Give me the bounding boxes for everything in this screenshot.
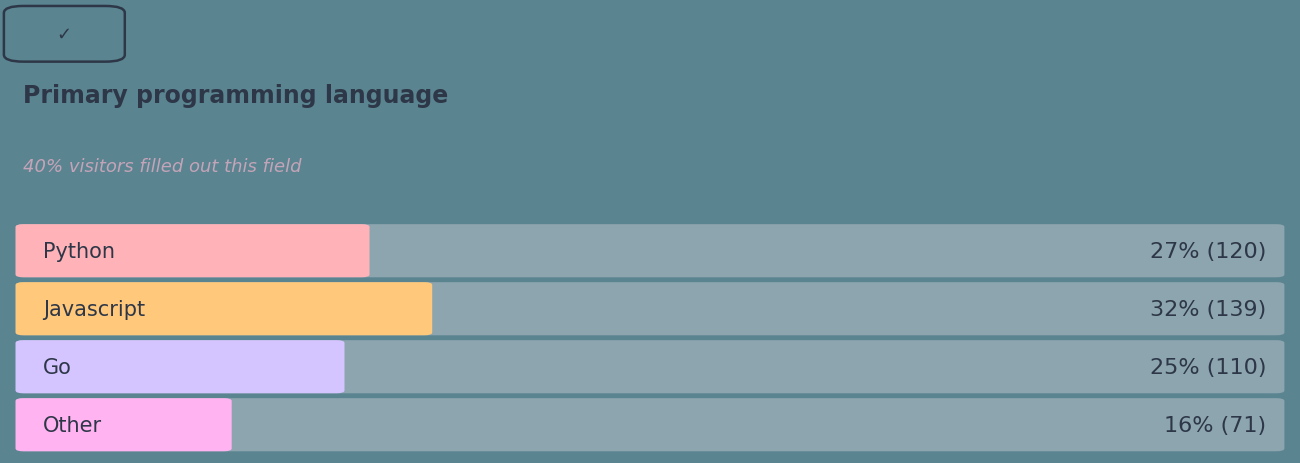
FancyBboxPatch shape: [16, 398, 231, 451]
FancyBboxPatch shape: [16, 225, 1284, 278]
Text: Other: Other: [43, 415, 101, 435]
FancyBboxPatch shape: [16, 340, 1284, 394]
Text: Primary programming language: Primary programming language: [23, 83, 448, 107]
Text: Python: Python: [43, 241, 114, 261]
Text: Go: Go: [43, 357, 72, 377]
Text: Javascript: Javascript: [43, 299, 146, 319]
Text: ✓: ✓: [57, 26, 72, 44]
FancyBboxPatch shape: [16, 398, 1284, 451]
Text: 16% (71): 16% (71): [1164, 415, 1266, 435]
FancyBboxPatch shape: [16, 225, 369, 278]
FancyBboxPatch shape: [16, 282, 1284, 336]
Text: 32% (139): 32% (139): [1150, 299, 1266, 319]
Text: 27% (120): 27% (120): [1149, 241, 1266, 261]
FancyBboxPatch shape: [16, 340, 344, 394]
Text: 40% visitors filled out this field: 40% visitors filled out this field: [23, 157, 302, 175]
FancyBboxPatch shape: [16, 282, 432, 336]
Text: 25% (110): 25% (110): [1149, 357, 1266, 377]
